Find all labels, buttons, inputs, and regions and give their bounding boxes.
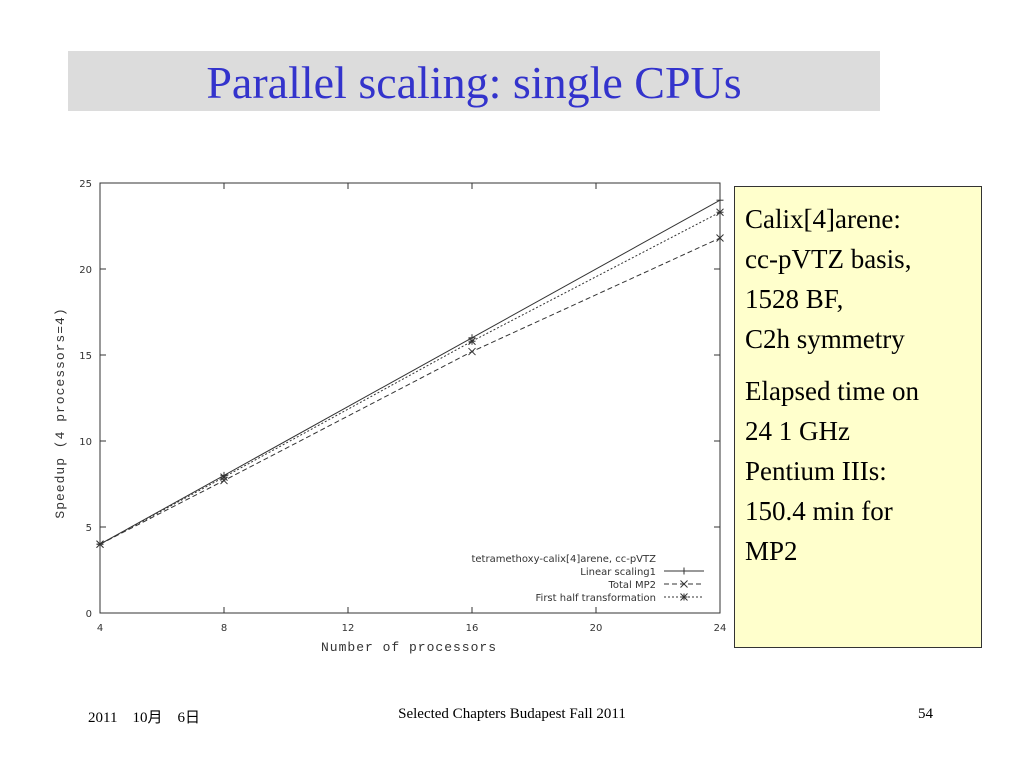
data-point-marker [680, 593, 688, 601]
legend-title: tetramethoxy-calix[4]arene, cc-pVTZ [471, 554, 656, 565]
y-tick-label: 15 [79, 351, 92, 362]
y-axis-label: Speedup (4 processors=4) [53, 307, 68, 518]
y-tick-label: 10 [79, 437, 92, 448]
x-tick-label: 12 [342, 623, 355, 634]
chart-svg: 4 8 12 16 20 24 0 5 10 15 20 25 tetramethoxy-calix[… [53, 179, 727, 655]
plot-frame [99, 182, 721, 614]
legend-label: Total MP2 [607, 580, 656, 591]
series-line [99, 199, 721, 545]
note-line: Elapsed time on [745, 376, 919, 406]
y-tick-label: 0 [86, 609, 92, 620]
note-line: C2h symmetry [745, 324, 905, 354]
data-point-marker [468, 347, 476, 356]
y-tick-label: 5 [86, 523, 92, 534]
y-tick-label: 25 [79, 179, 92, 190]
note-paragraph-2: Elapsed time on 24 1 GHz Pentium IIIs: 150.… [745, 371, 971, 571]
x-tick-label: 4 [97, 623, 103, 634]
x-tick-label: 8 [221, 623, 227, 634]
data-point-marker [680, 567, 688, 575]
note-line: 1528 BF, [745, 284, 844, 314]
series-line [99, 211, 721, 545]
data-point-marker [716, 208, 724, 217]
slide-title: Parallel scaling: single CPUs [206, 57, 742, 108]
note-paragraph-1: Calix[4]arene: cc-pVTZ basis, 1528 BF, C2h … [745, 199, 971, 359]
note-box: Calix[4]arene: cc-pVTZ basis, 1528 BF, C2h … [734, 186, 982, 648]
legend-label: Linear scaling1 [580, 567, 656, 578]
page-number: 54 [918, 706, 933, 722]
series-line [99, 237, 721, 545]
speedup-chart: 4 8 12 16 20 24 0 5 10 15 20 25 tetramethoxy-calix[… [40, 170, 740, 670]
title-bar: Parallel scaling: single CPUs [68, 51, 880, 111]
note-line: 150.4 min for [745, 496, 893, 526]
data-point-marker [468, 337, 476, 346]
data-point-marker [96, 540, 104, 549]
x-tick-label: 20 [590, 623, 603, 634]
note-line: MP2 [745, 536, 798, 566]
footer-title: Selected Chapters Budapest Fall 2011 [398, 706, 626, 722]
legend-label: First half transformation [536, 593, 656, 604]
x-tick-label: 16 [466, 623, 479, 634]
data-point-marker [680, 580, 688, 588]
x-axis-label: Number of processors [321, 640, 497, 655]
note-line: 24 1 GHz [745, 416, 850, 446]
note-line: cc-pVTZ basis, [745, 244, 912, 274]
note-line: Calix[4]arene: [745, 204, 901, 234]
footer-date: 2011 10月 6日 [88, 710, 200, 726]
y-tick-label: 20 [79, 265, 92, 276]
x-tick-label: 24 [714, 623, 727, 634]
note-line: Pentium IIIs: [745, 456, 887, 486]
data-point-marker [716, 234, 724, 242]
data-point-marker [716, 196, 724, 204]
data-point-marker [220, 473, 228, 481]
